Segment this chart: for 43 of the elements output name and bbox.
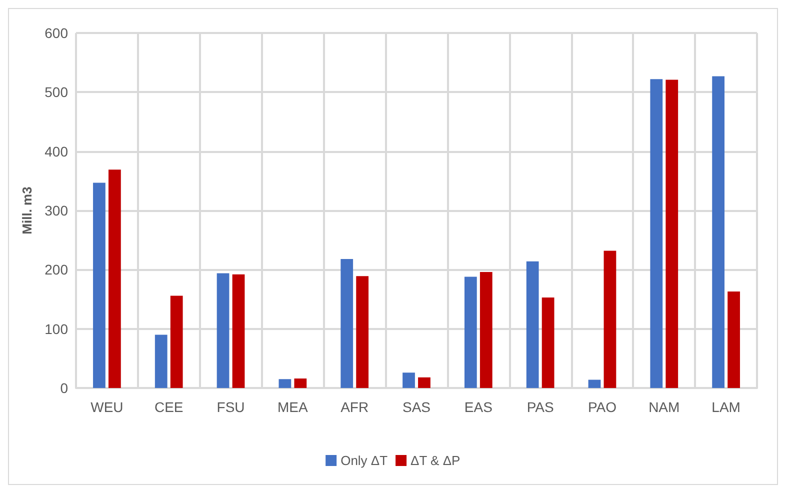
legend-label: ΔT & ΔP <box>410 453 460 468</box>
x-tick-label: PAO <box>588 399 617 415</box>
x-tick-label: AFR <box>340 399 369 415</box>
bar <box>232 274 245 388</box>
x-tick-label: FSU <box>216 399 245 415</box>
x-tick-label: EAS <box>464 399 492 415</box>
bar <box>604 250 616 388</box>
x-tick-label: MEA <box>278 399 309 415</box>
bar <box>526 261 539 388</box>
bar <box>294 378 307 388</box>
bar <box>356 276 369 388</box>
y-tick-label: 400 <box>44 143 68 160</box>
x-tick-label: CEE <box>154 399 184 415</box>
x-tick-label: SAS <box>402 399 431 415</box>
x-tick-label: WEU <box>90 399 124 415</box>
bar <box>154 334 168 388</box>
y-tick-label: 600 <box>44 25 68 41</box>
y-tick-label: 300 <box>44 202 68 218</box>
bar <box>170 296 183 388</box>
bar <box>464 276 477 388</box>
x-tick-label: NAM <box>648 399 680 415</box>
y-tick-label: 100 <box>44 320 68 337</box>
x-tick-label: PAS <box>526 399 554 415</box>
bar <box>712 76 724 388</box>
bar <box>418 377 430 388</box>
y-tick-label: 200 <box>44 262 68 278</box>
bar <box>93 182 106 388</box>
legend-label: Only ΔT <box>340 453 388 468</box>
y-tick-label: 500 <box>44 84 68 100</box>
y-tick-label: 0 <box>60 380 68 396</box>
bar <box>588 380 601 388</box>
bar <box>480 272 492 388</box>
bar <box>278 379 292 388</box>
x-tick-label: LAM <box>712 399 740 415</box>
bar <box>542 297 554 388</box>
y-axis-title: Mill. m3 <box>20 186 35 234</box>
bar <box>216 273 230 388</box>
bar <box>402 372 415 388</box>
bar <box>666 80 678 388</box>
bar <box>728 292 740 388</box>
bar <box>340 259 354 388</box>
bar <box>650 79 663 388</box>
bar <box>108 170 121 388</box>
